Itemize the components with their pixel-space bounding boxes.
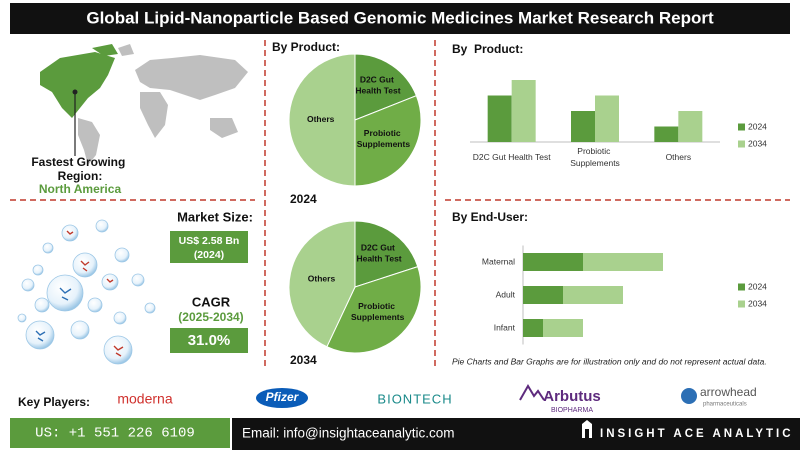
legend-swatch [738, 140, 745, 148]
player-logo-sub: BIOPHARMA [551, 407, 593, 414]
pie-label: Probiotic Supplements [357, 128, 411, 149]
bar [523, 253, 583, 271]
region-label: Fastest Growing Region: [31, 155, 128, 183]
pie-year: 2024 [290, 192, 317, 206]
bar [523, 286, 563, 304]
pie-slice [288, 53, 356, 187]
bar [511, 80, 536, 142]
pie-year: 2034 [290, 353, 317, 367]
player-logo: moderna [117, 391, 172, 407]
cagr-box [170, 328, 248, 353]
pie-slice [354, 53, 418, 121]
bar [678, 111, 703, 142]
dividers [10, 40, 790, 368]
bar [571, 111, 595, 142]
pie-section-title: By Product: [272, 40, 340, 54]
bar [595, 95, 619, 142]
brand: INSIGHT ACE ANALYTIC [600, 428, 794, 440]
pie-slice [326, 265, 422, 354]
bar [583, 253, 663, 271]
arbutus-icon [519, 384, 545, 401]
bar [543, 319, 583, 337]
legend-swatch [738, 283, 745, 291]
pie-slice [354, 95, 422, 187]
pie-label: Others [308, 274, 336, 284]
market-size-box [170, 231, 248, 263]
bar [654, 126, 679, 142]
market-size-year: (2024) [194, 249, 224, 261]
title: Global Lipid-Nanoparticle Based Genomic … [86, 8, 714, 27]
bar-title: By Product: [452, 42, 523, 56]
world-map [40, 44, 248, 165]
pie-label: D2C Gut Health Test [355, 75, 400, 96]
legend-label: 2024 [748, 281, 767, 291]
molecule-icons [35, 230, 124, 357]
market-size-value: US$ 2.58 Bn [179, 235, 240, 247]
pie-slice [354, 220, 419, 288]
legend-swatch [738, 123, 745, 131]
x-tick-label: D2C Gut Health Test [473, 152, 551, 162]
y-tick-label: Adult [496, 289, 516, 299]
player-logo: arrowhead [700, 385, 757, 399]
pie-slice [288, 220, 356, 348]
cagr-period: (2025-2034) [178, 310, 243, 324]
cagr-value: 31.0% [188, 332, 231, 349]
region-value: North America [39, 182, 122, 196]
bar [563, 286, 623, 304]
pie-label: Others [307, 114, 335, 124]
legend-label: 2034 [748, 298, 767, 308]
x-tick-label: Others [666, 152, 692, 162]
title-bar [10, 3, 790, 34]
pfizer-badge [256, 388, 308, 408]
legend-label: 2034 [748, 138, 767, 148]
arrowhead-icon [681, 388, 697, 404]
brand-icon [582, 420, 592, 438]
market-size-label: Market Size: [177, 209, 253, 224]
player-logo-sub: pharmaceuticals [703, 402, 747, 408]
bar [523, 319, 543, 337]
cagr-label: CAGR [192, 294, 231, 309]
player-logo: BIONTECH [377, 391, 452, 406]
footer-bar [232, 418, 800, 450]
phone: US: +1 551 226 6109 [35, 426, 195, 442]
key-players-label: Key Players: [18, 395, 90, 409]
pie-label: Probiotic Supplements [351, 301, 405, 322]
y-tick-label: Infant [494, 322, 516, 332]
email: Email: info@insightaceanalytic.com [242, 426, 455, 441]
x-tick-label: Probiotic Supplements [570, 146, 620, 168]
bar [487, 95, 512, 142]
player-logo: Arbutus [543, 388, 601, 405]
disclaimer: Pie Charts and Bar Graphs are for illust… [452, 356, 767, 366]
legend-swatch [738, 300, 745, 308]
molecule-bubbles [17, 219, 156, 365]
hbar-title: By End-User: [452, 210, 528, 224]
player-logo: Pfizer [266, 390, 300, 404]
phone-box [10, 418, 230, 448]
pie-label: D2C Gut Health Test [356, 243, 401, 264]
y-tick-label: Maternal [482, 256, 515, 266]
legend-label: 2024 [748, 121, 767, 131]
